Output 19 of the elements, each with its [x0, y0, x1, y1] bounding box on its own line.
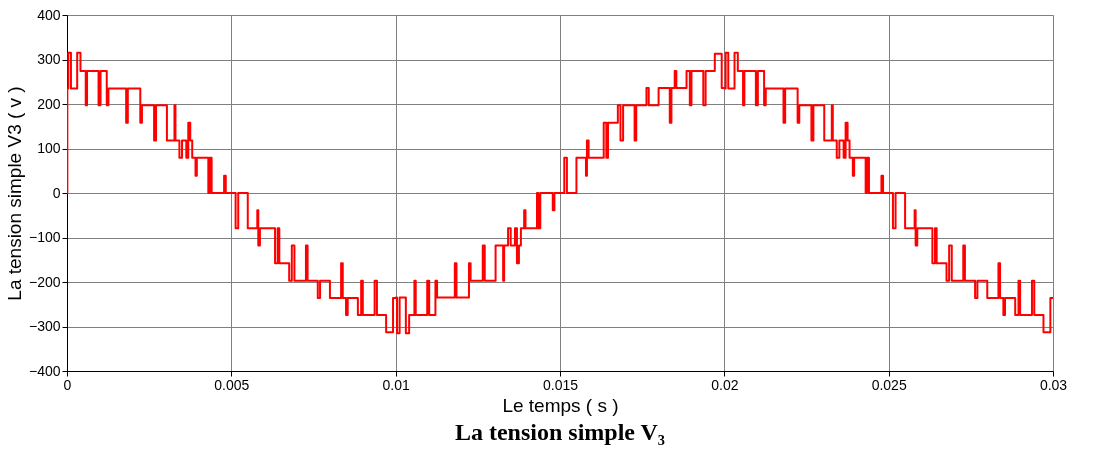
y-tick-label: −300 [28, 318, 61, 334]
y-tick-label: 0 [52, 184, 61, 201]
x-tick-label: 0.005 [214, 376, 250, 393]
y-axis-title: La tension simple V3 ( v ) [3, 86, 25, 301]
x-tick-label: 0.01 [382, 376, 410, 393]
y-tick-label: −100 [28, 229, 61, 245]
text: La tension simple V₃ [454, 419, 666, 445]
y-tick-label: 100 [37, 140, 61, 156]
y-tick-label: 300 [37, 51, 61, 67]
x-tick-label: 0.025 [871, 376, 907, 393]
x-tick-label: 0.015 [542, 376, 579, 393]
y-tick-label: 200 [37, 95, 61, 112]
x-tick-label: 0.02 [711, 376, 739, 393]
y-tick-label: −200 [28, 273, 61, 290]
x-tick-label: 0.03 [1039, 376, 1068, 393]
y-tick-label: −400 [28, 362, 61, 379]
x-axis-title: Le temps ( s ) [502, 394, 619, 416]
y-tick-label: 400 [37, 6, 61, 23]
x-tick-label: 0 [63, 376, 72, 393]
